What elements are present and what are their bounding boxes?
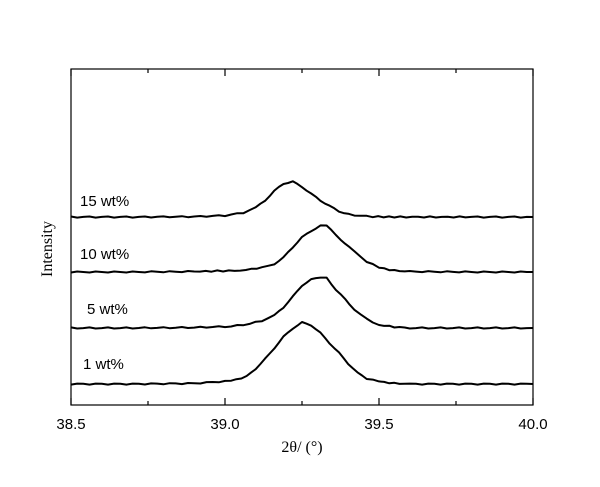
x-tick-label: 39.0 <box>210 416 239 433</box>
y-axis-title: Intensity <box>39 221 56 277</box>
series-line <box>70 224 533 274</box>
series-label: 10 wt% <box>80 246 129 263</box>
series-label: 1 wt% <box>83 356 124 373</box>
series-labels: 1 wt% 5 wt% 10 wt% 15 wt% <box>80 193 129 373</box>
series-line <box>70 180 534 219</box>
series-traces <box>70 180 534 386</box>
x-tick-label: 40.0 <box>518 416 547 433</box>
x-axis-title: 2θ/ (°) <box>281 439 322 456</box>
axis-ticks <box>70 69 534 405</box>
x-tick-label: 38.5 <box>56 416 85 433</box>
series-line <box>70 321 534 386</box>
x-tick-label: 39.5 <box>364 416 393 433</box>
x-tick-labels: 38.5 39.0 39.5 40.0 <box>56 416 547 433</box>
series-line <box>70 276 534 330</box>
series-label: 15 wt% <box>80 193 129 210</box>
series-label: 5 wt% <box>87 301 128 318</box>
